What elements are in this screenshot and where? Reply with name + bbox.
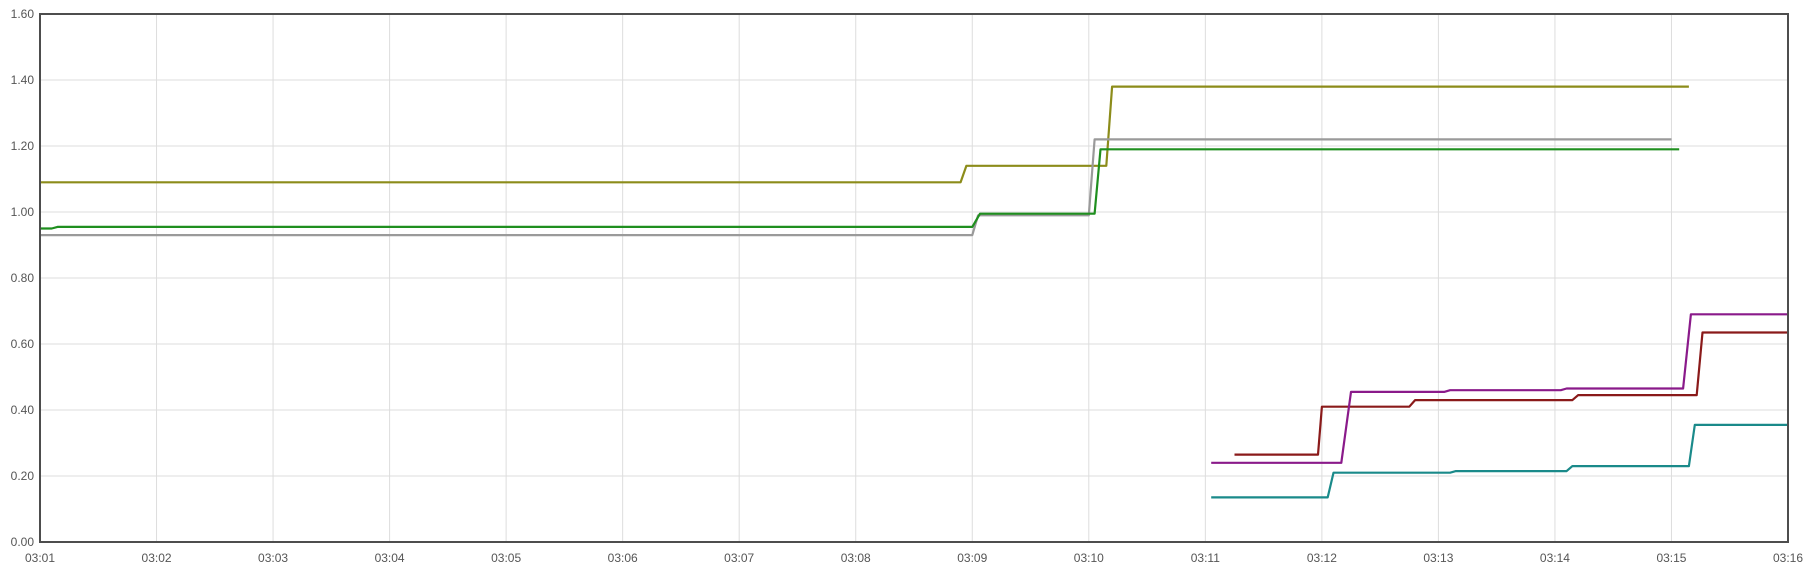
x-tick-label: 03:08: [841, 551, 871, 565]
y-axis-tick-labels: 0.00 0.20 0.40 0.60 0.80 1.00 1.20 1.40 1.60: [11, 7, 35, 549]
x-tick-label: 03:03: [258, 551, 288, 565]
grid-lines: [39, 13, 1789, 543]
x-tick-label: 03:12: [1307, 551, 1337, 565]
x-tick-label: 03:02: [142, 551, 172, 565]
y-tick-label: 1.20: [11, 139, 35, 153]
x-tick-label: 03:11: [1191, 551, 1220, 565]
x-axis-tick-labels: 03:01 03:02 03:03 03:04 03:05 03:06 03:07 03:08…: [25, 551, 1803, 565]
series-line: [1234, 331, 1788, 456]
y-tick-label: 0.80: [11, 271, 35, 285]
series-lines: [40, 85, 1788, 499]
y-tick-label: 0.00: [11, 535, 35, 549]
series-line: [1211, 423, 1788, 499]
y-tick-label: 1.00: [11, 205, 35, 219]
x-tick-label: 03:10: [1074, 551, 1104, 565]
y-tick-label: 0.20: [11, 469, 35, 483]
x-tick-label: 03:01: [25, 551, 55, 565]
x-tick-label: 03:16: [1773, 551, 1803, 565]
y-tick-label: 1.60: [11, 7, 35, 21]
x-tick-label: 03:05: [491, 551, 521, 565]
x-tick-label: 03:07: [724, 551, 754, 565]
x-tick-label: 03:15: [1656, 551, 1686, 565]
x-tick-label: 03:06: [608, 551, 638, 565]
x-tick-label: 03:14: [1540, 551, 1570, 565]
x-tick-label: 03:04: [375, 551, 405, 565]
x-tick-label: 03:09: [957, 551, 987, 565]
x-tick-label: 03:13: [1423, 551, 1453, 565]
series-line: [40, 138, 1672, 237]
series-line: [40, 85, 1689, 184]
y-tick-label: 1.40: [11, 73, 35, 87]
plot-frame: [39, 13, 1789, 543]
series-line: [1211, 313, 1788, 464]
y-tick-label: 0.40: [11, 403, 35, 417]
series-line: [40, 148, 1680, 230]
y-tick-label: 0.60: [11, 337, 35, 351]
